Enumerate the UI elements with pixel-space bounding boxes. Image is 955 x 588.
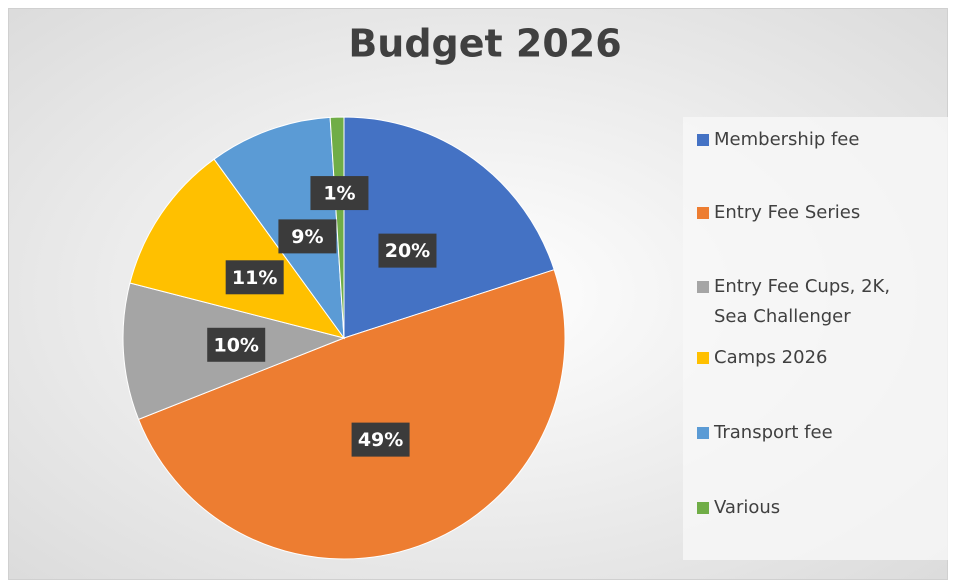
- chart-title: Budget 2026: [348, 22, 621, 66]
- legend-box: [683, 117, 948, 560]
- data-label: 11%: [232, 267, 277, 289]
- data-label-box: [278, 219, 337, 254]
- legend-entry: Various: [697, 493, 927, 523]
- data-label-box: [310, 176, 369, 211]
- data-label: 9%: [291, 226, 323, 248]
- data-label: 20%: [385, 240, 430, 262]
- legend-label: Entry Fee Cups, 2K, Sea Challenger: [714, 276, 891, 327]
- data-label-box: [225, 260, 284, 295]
- legend-swatch: [697, 207, 709, 219]
- legend: Membership fee Entry Fee Series Entry Fee …: [683, 117, 948, 560]
- data-label-box: [378, 233, 437, 268]
- legend-entry: Camps 2026: [697, 343, 927, 373]
- data-label: 10%: [213, 334, 258, 356]
- pie-slice: [329, 116, 345, 339]
- legend-label: Transport fee: [714, 422, 833, 443]
- legend-swatch: [697, 281, 709, 293]
- legend-label: Entry Fee Series: [714, 202, 861, 223]
- legend-swatch: [697, 352, 709, 364]
- data-label-box: [351, 422, 410, 457]
- legend-entry: Membership fee: [697, 125, 927, 155]
- legend-entry: Entry Fee Cups, 2K, Sea Challenger: [697, 272, 927, 332]
- pie-slice: [129, 158, 346, 339]
- legend-swatch: [697, 502, 709, 514]
- legend-swatch: [697, 134, 709, 146]
- pie-slice: [343, 116, 555, 339]
- legend-entry: Entry Fee Series: [697, 198, 927, 228]
- pie-slice: [137, 269, 566, 560]
- data-label: 49%: [358, 429, 403, 451]
- data-label-box: [207, 327, 266, 362]
- legend-swatch: [697, 427, 709, 439]
- legend-label: Various: [714, 497, 781, 518]
- data-label: 1%: [323, 183, 355, 205]
- legend-label: Membership fee: [714, 129, 860, 150]
- legend-label: Camps 2026: [714, 347, 828, 368]
- legend-entry: Transport fee: [697, 418, 927, 448]
